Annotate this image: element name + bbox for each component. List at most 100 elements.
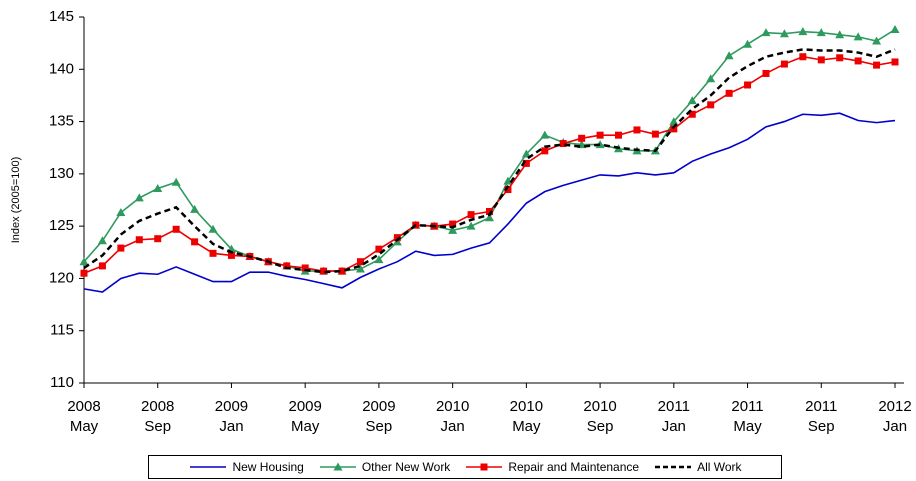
x-tick-label: 2011 Jan xyxy=(657,398,690,435)
point xyxy=(854,57,862,65)
point xyxy=(191,238,199,246)
x-tick-label: 2011 Sep xyxy=(805,398,838,435)
point xyxy=(540,130,550,139)
y-tick-label: 115 xyxy=(50,322,74,339)
series-line xyxy=(83,55,896,274)
point xyxy=(504,186,512,194)
point xyxy=(448,225,458,234)
series-line xyxy=(83,112,896,293)
point xyxy=(798,27,808,36)
point xyxy=(356,258,364,266)
legend-label: New Housing xyxy=(232,460,304,474)
legend-swatch xyxy=(319,462,356,471)
x-tick-label: 2010 May xyxy=(509,398,544,435)
point xyxy=(633,126,641,134)
point xyxy=(670,125,678,133)
point xyxy=(466,221,476,230)
point xyxy=(578,134,586,142)
legend-label: Other New Work xyxy=(361,460,451,474)
legend-item: All Work xyxy=(653,460,742,474)
y-tick-label: 120 xyxy=(49,269,74,286)
x-tick-label: 2009 Jan xyxy=(214,398,249,435)
point xyxy=(355,264,365,273)
legend-label: All Work xyxy=(697,460,742,474)
point xyxy=(503,176,513,185)
point xyxy=(480,463,488,471)
point xyxy=(98,262,106,270)
point xyxy=(707,101,715,109)
point xyxy=(891,58,899,66)
point xyxy=(116,208,126,217)
y-tick-label: 145 xyxy=(49,8,74,25)
y-tick-label: 130 xyxy=(49,165,74,182)
point xyxy=(890,25,900,34)
point xyxy=(374,255,384,264)
point xyxy=(333,462,343,471)
legend-swatch xyxy=(190,466,227,468)
x-tick-label: 2009 Sep xyxy=(362,398,396,435)
legend-item: Repair and Maintenance xyxy=(464,460,639,474)
point xyxy=(872,36,882,45)
point xyxy=(615,131,623,139)
point xyxy=(853,32,863,41)
point xyxy=(762,69,770,77)
y-tick-label: 125 xyxy=(49,217,74,234)
x-tick-label: 2009 May xyxy=(288,398,322,435)
legend: New Housing Other New Work Repair and Main… xyxy=(148,455,782,479)
legend-swatch xyxy=(466,463,503,471)
x-tick-label: 2012 Jan xyxy=(878,398,912,435)
point xyxy=(687,96,697,105)
point xyxy=(208,224,218,233)
point xyxy=(97,236,107,245)
y-tick-label: 110 xyxy=(50,374,74,391)
point xyxy=(780,60,788,68)
point xyxy=(761,28,771,37)
point xyxy=(79,257,89,266)
point xyxy=(706,74,716,83)
x-tick-label: 2008 Sep xyxy=(141,398,175,435)
legend-item: Other New Work xyxy=(318,460,450,474)
y-tick-label: 135 xyxy=(49,113,74,130)
point xyxy=(724,51,734,60)
point xyxy=(338,267,346,275)
point xyxy=(521,149,531,158)
point xyxy=(190,204,200,213)
point xyxy=(817,56,825,64)
point xyxy=(283,262,291,270)
point xyxy=(725,89,733,97)
point xyxy=(541,147,549,155)
point xyxy=(835,30,845,39)
y-tick-label: 140 xyxy=(49,60,74,77)
point xyxy=(449,220,457,228)
x-tick-label: 2011 May xyxy=(731,398,764,435)
point xyxy=(320,267,328,275)
point xyxy=(873,61,881,69)
x-tick-label: 2008 May xyxy=(67,398,101,435)
x-tick-label: 2010 Jan xyxy=(435,398,470,435)
point xyxy=(393,234,401,242)
point xyxy=(80,269,88,277)
point xyxy=(779,29,789,38)
y-axis-label: Index (2005=100) xyxy=(10,157,22,244)
point xyxy=(135,236,143,244)
point xyxy=(836,54,844,62)
point xyxy=(172,225,180,233)
legend-item: New Housing xyxy=(188,460,304,474)
point xyxy=(375,245,383,253)
point xyxy=(744,81,752,89)
point xyxy=(669,117,679,126)
point xyxy=(134,193,144,202)
point xyxy=(559,140,567,148)
point xyxy=(485,213,494,222)
point xyxy=(209,249,217,257)
point xyxy=(301,264,309,272)
point xyxy=(596,131,604,139)
point xyxy=(153,183,163,192)
series-line xyxy=(83,48,896,274)
point xyxy=(799,53,807,61)
legend-label: Repair and Maintenance xyxy=(508,460,640,474)
point xyxy=(816,28,826,37)
series-line xyxy=(83,28,896,272)
